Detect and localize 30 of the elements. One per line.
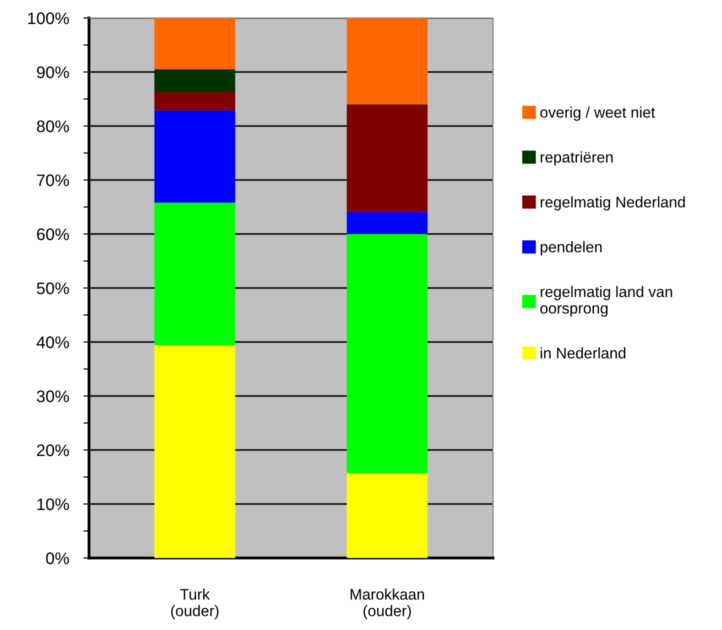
bar <box>154 110 236 203</box>
x-tick-label: Marokkaan (ouder) <box>350 588 424 620</box>
y-tick-label: 10% <box>37 498 69 510</box>
legend-label: pendelen <box>540 241 602 256</box>
bar <box>346 18 428 104</box>
legend-label: overig / weet niet <box>540 106 656 121</box>
bar <box>154 92 236 110</box>
legend-label: regelmatig Nederland <box>540 196 685 211</box>
legend-label: in Nederland <box>540 347 626 359</box>
y-tick-label: 20% <box>37 444 69 456</box>
legend-label: regelmatig land van oorsprong <box>540 286 672 317</box>
y-tick-label: 70% <box>37 174 69 186</box>
y-tick-label: 30% <box>36 390 69 402</box>
y-tick-label: 60% <box>37 228 69 240</box>
bar <box>154 69 236 92</box>
bar <box>154 18 236 70</box>
bar <box>154 202 236 346</box>
y-tick-label: 40% <box>36 336 69 348</box>
bar <box>154 345 236 558</box>
bar <box>346 234 428 474</box>
y-tick-label: 90% <box>36 66 69 78</box>
x-tick-label: Turk (ouder) <box>171 588 218 620</box>
y-tick-label: 0% <box>46 552 69 564</box>
bar <box>346 104 428 212</box>
y-tick-label: 80% <box>36 120 69 132</box>
bar <box>346 212 428 234</box>
y-tick-label: 100% <box>28 12 69 24</box>
bar <box>346 473 428 558</box>
legend-label: repatriëren <box>540 151 613 166</box>
y-tick-label: 50% <box>36 282 69 294</box>
